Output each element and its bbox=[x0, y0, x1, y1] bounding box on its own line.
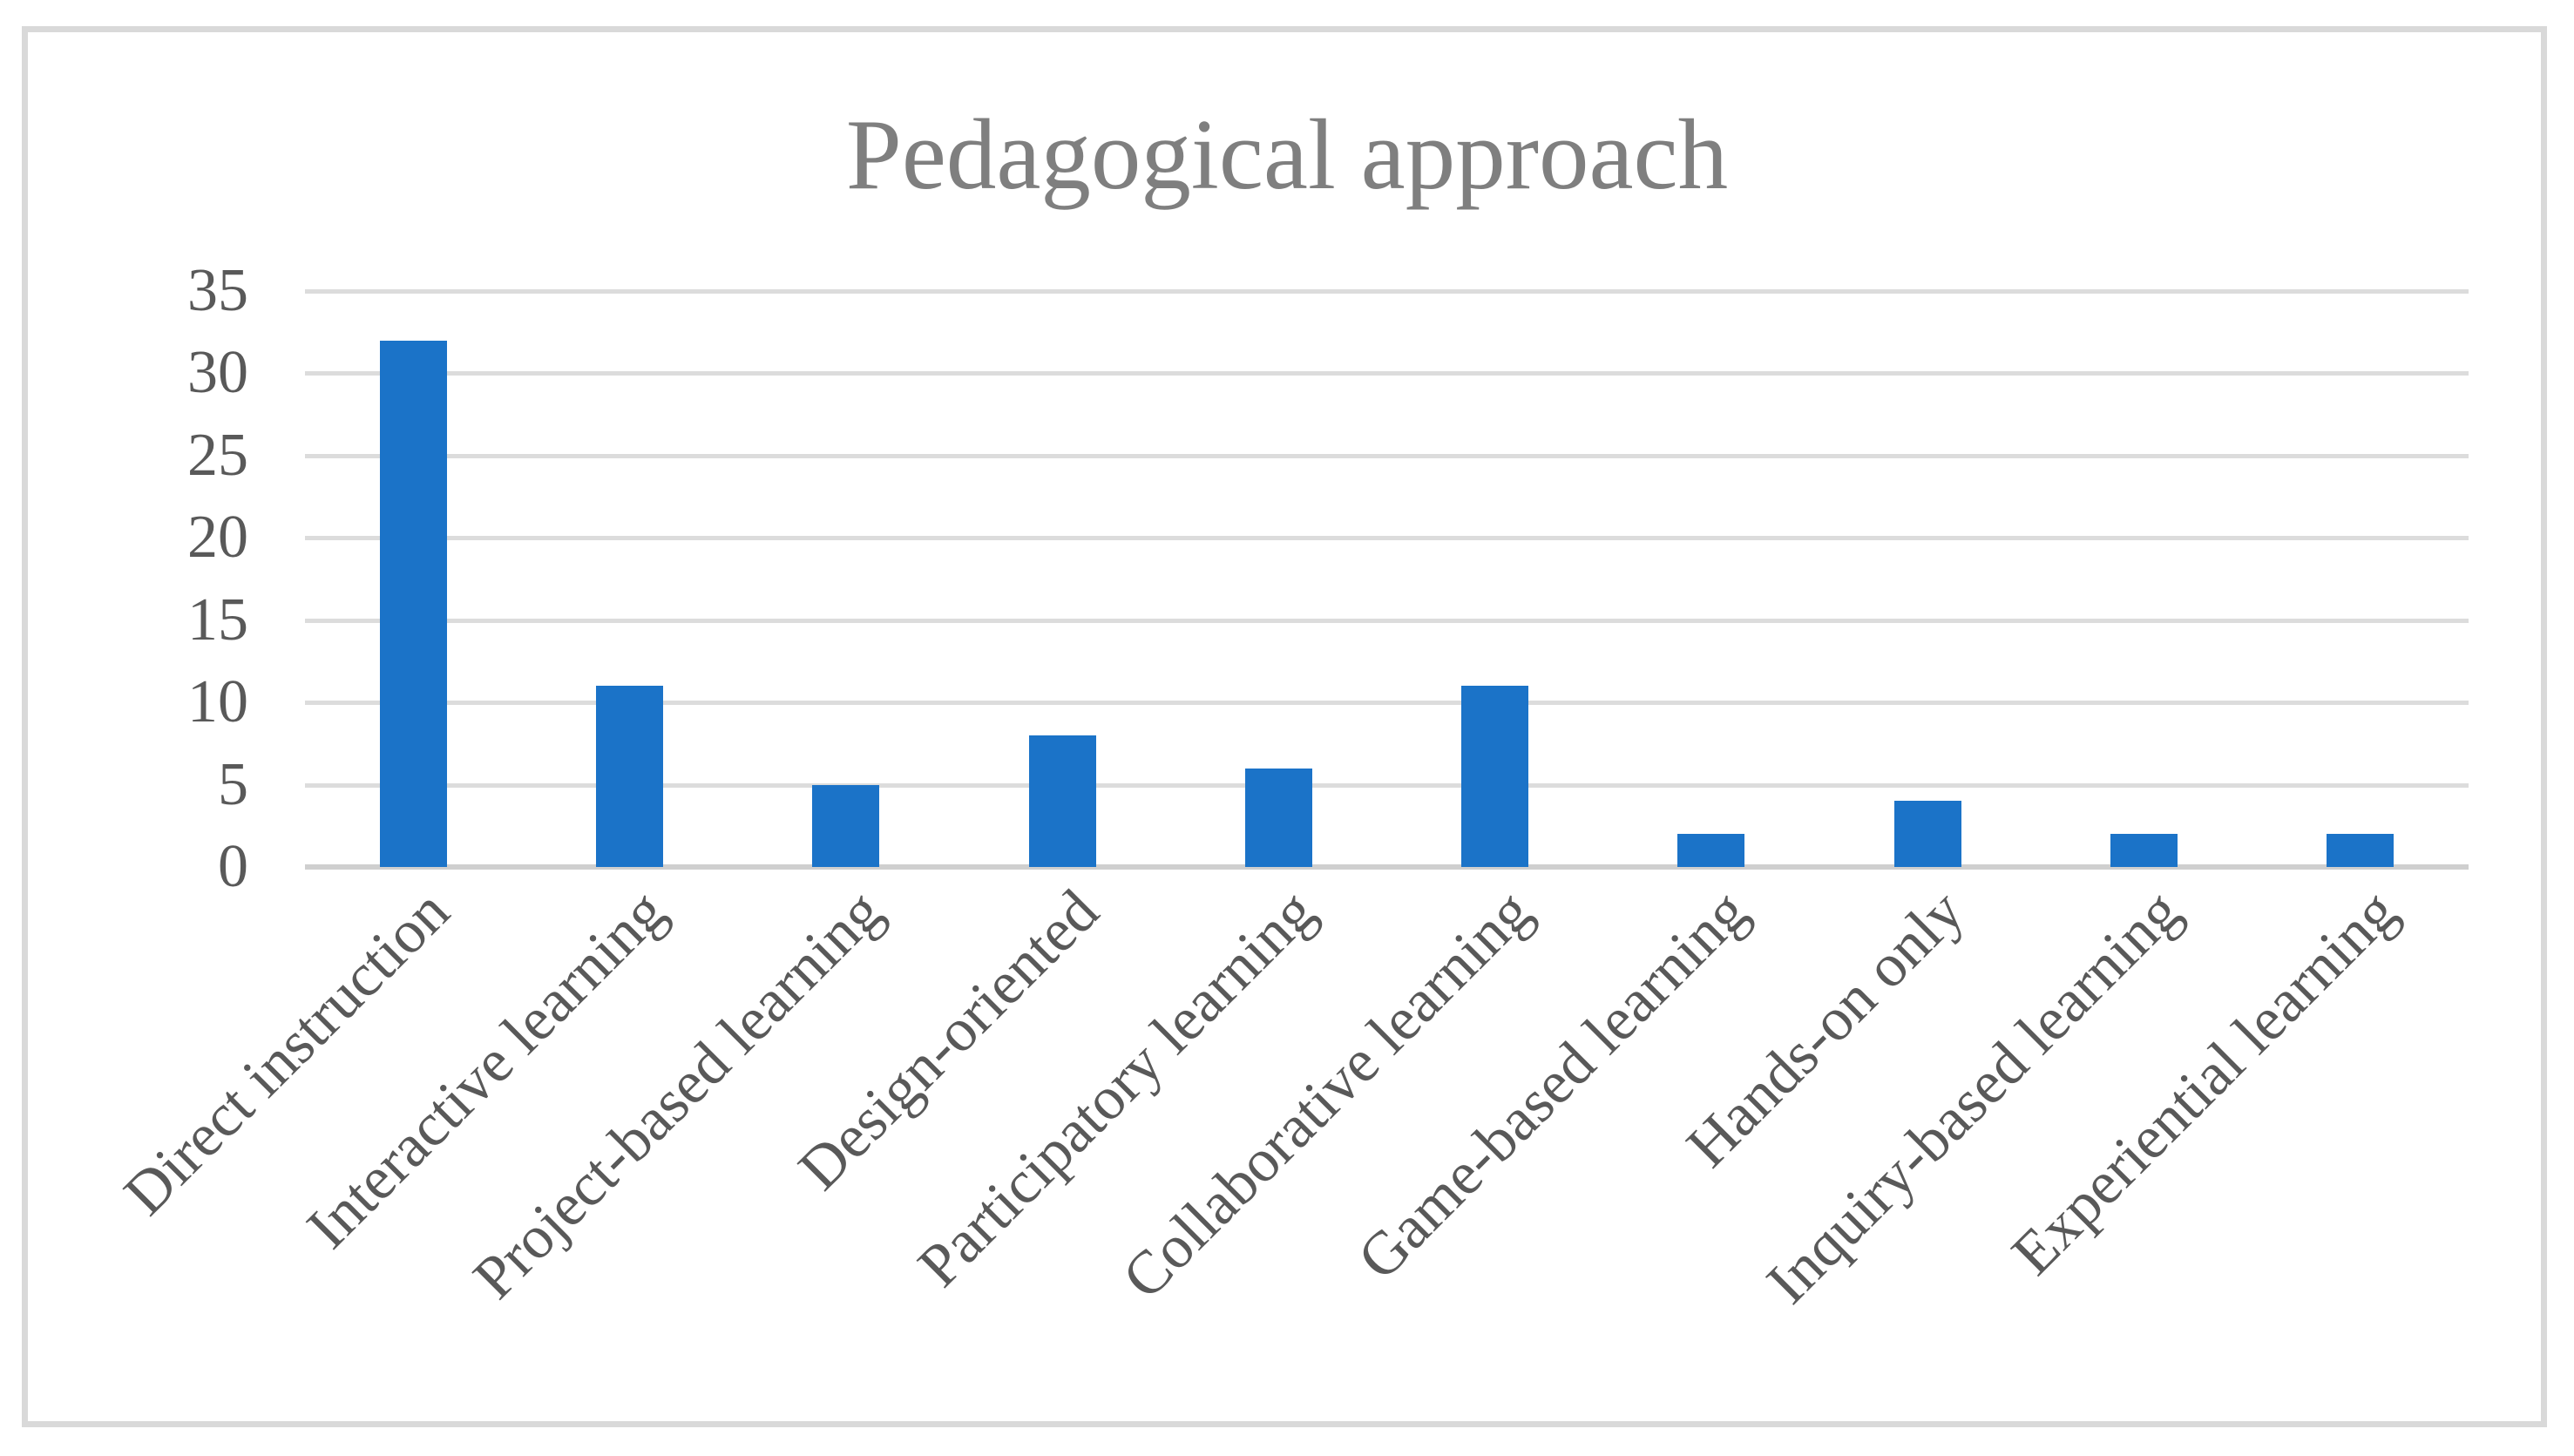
gridline bbox=[305, 454, 2469, 458]
gridline bbox=[305, 289, 2469, 294]
bar bbox=[2110, 834, 2178, 867]
bar bbox=[1245, 769, 1312, 867]
y-axis-tick-label: 0 bbox=[218, 833, 248, 900]
y-axis-tick-label: 30 bbox=[187, 339, 248, 406]
bar bbox=[596, 686, 663, 867]
y-axis-tick-label: 10 bbox=[187, 668, 248, 735]
gridline bbox=[305, 619, 2469, 623]
gridline bbox=[305, 536, 2469, 540]
y-axis-tick-label: 15 bbox=[187, 586, 248, 654]
bar bbox=[812, 785, 879, 867]
x-category-label: Project-based learning bbox=[461, 877, 896, 1312]
y-axis-tick-label: 5 bbox=[218, 751, 248, 818]
bar bbox=[1029, 735, 1096, 867]
y-axis-tick-label: 25 bbox=[187, 422, 248, 489]
chart-outer-border bbox=[22, 26, 2547, 1427]
x-axis-line bbox=[305, 864, 2469, 870]
chart-title: Pedagogical approach bbox=[845, 99, 1729, 210]
x-category-label: Collaborative learning bbox=[1110, 877, 1545, 1312]
bar bbox=[1461, 686, 1528, 867]
x-category-label: Inquiry-based learning bbox=[1754, 877, 2194, 1317]
x-category-label: Participatory learning bbox=[904, 877, 1328, 1300]
gridline bbox=[305, 701, 2469, 705]
y-axis-tick-label: 20 bbox=[187, 504, 248, 571]
x-category-label: Game-based learning bbox=[1345, 877, 1761, 1293]
gridline bbox=[305, 371, 2469, 376]
gridline bbox=[305, 783, 2469, 788]
bar bbox=[380, 341, 447, 867]
bar bbox=[1894, 801, 1961, 867]
y-axis-tick-label: 35 bbox=[187, 257, 248, 324]
x-category-label: Experiential learning bbox=[1999, 877, 2410, 1289]
bar bbox=[1677, 834, 1744, 867]
bar bbox=[2327, 834, 2394, 867]
